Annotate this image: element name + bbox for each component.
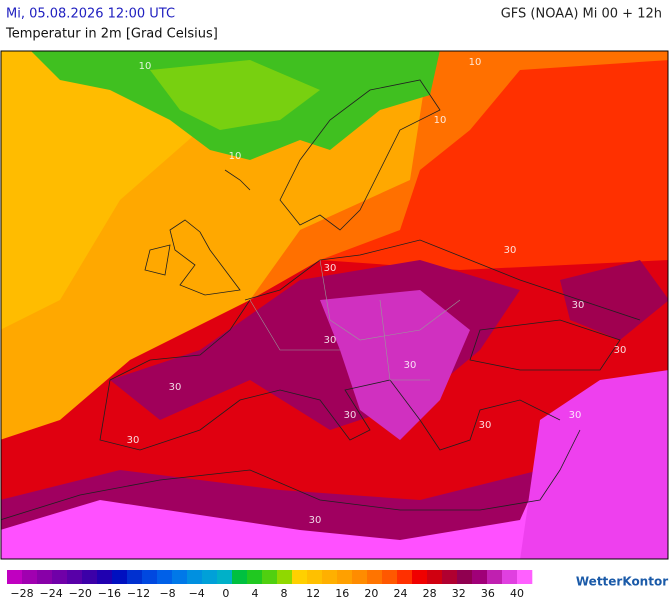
field-extreme-core xyxy=(320,290,470,440)
legend-label: −12 xyxy=(127,587,150,600)
coastlines xyxy=(1,79,641,521)
legend-swatch xyxy=(262,570,278,584)
borders xyxy=(249,259,461,381)
legend-swatch xyxy=(142,570,158,584)
legend-label: −20 xyxy=(69,587,92,600)
legend-swatch xyxy=(307,570,323,584)
contour-label: 30 xyxy=(324,263,337,274)
legend-swatch xyxy=(172,570,188,584)
legend-swatch xyxy=(202,570,218,584)
legend-label: 16 xyxy=(335,587,349,600)
legend-swatch xyxy=(37,570,53,584)
legend-swatch xyxy=(82,570,98,584)
contour-label: 30 xyxy=(344,410,357,421)
contour-label: 30 xyxy=(572,300,585,311)
legend-swatch xyxy=(292,570,308,584)
legend-swatch xyxy=(277,570,293,584)
datetime: Mi, 05.08.2026 12:00 UTC xyxy=(6,7,175,22)
legend-swatch xyxy=(442,570,458,584)
map-frame xyxy=(0,50,669,560)
legend-swatch xyxy=(502,570,518,584)
legend-label: 24 xyxy=(394,587,408,600)
contour-label: 10 xyxy=(139,61,152,72)
contour-label: 30 xyxy=(309,515,322,526)
contour-label: 30 xyxy=(569,410,582,421)
contour-label: 30 xyxy=(479,420,492,431)
legend-swatch xyxy=(517,570,533,584)
contour-label: 30 xyxy=(127,435,140,446)
contour-label: 30 xyxy=(404,360,417,371)
contour-label: 30 xyxy=(504,245,517,256)
legend-label: 36 xyxy=(481,587,495,600)
legend-label: 20 xyxy=(364,587,378,600)
legend-label: 0 xyxy=(222,587,229,600)
legend-swatch xyxy=(457,570,473,584)
legend-swatch xyxy=(97,570,113,584)
contour-label: 30 xyxy=(169,382,182,393)
legend-swatch xyxy=(487,570,503,584)
legend-label: 28 xyxy=(423,587,437,600)
map-title: Temperatur in 2m [Grad Celsius] xyxy=(5,27,218,42)
legend-label: −28 xyxy=(10,587,33,600)
legend-swatch xyxy=(52,570,68,584)
contour-label: 10 xyxy=(229,151,242,162)
legend-label: −4 xyxy=(189,587,205,600)
legend-swatch xyxy=(112,570,128,584)
legend-swatch xyxy=(382,570,398,584)
legend-label: 32 xyxy=(452,587,466,600)
legend-label: −24 xyxy=(40,587,63,600)
legend-swatch xyxy=(472,570,488,584)
temperature-field xyxy=(1,51,668,559)
logo: WetterKontor xyxy=(576,575,668,589)
model-run: GFS (NOAA) Mi 00 + 12h xyxy=(501,7,662,22)
legend-swatch xyxy=(337,570,353,584)
legend-swatch xyxy=(352,570,368,584)
contour-label: 10 xyxy=(434,115,447,126)
field-africa-max xyxy=(1,400,668,559)
legend-swatch xyxy=(67,570,83,584)
legend-swatch xyxy=(7,570,23,584)
legend-label: 40 xyxy=(510,587,524,600)
legend-swatch xyxy=(232,570,248,584)
legend-label: −8 xyxy=(159,587,175,600)
legend-swatch xyxy=(322,570,338,584)
field-cool-light xyxy=(150,60,320,130)
legend-swatch xyxy=(412,570,428,584)
field-mideast xyxy=(520,370,668,559)
contour-label: 10 xyxy=(469,57,482,68)
legend-swatch xyxy=(217,570,233,584)
legend-label: 4 xyxy=(251,587,258,600)
field-hot xyxy=(270,60,668,300)
legend-swatch xyxy=(157,570,173,584)
legend-swatch xyxy=(397,570,413,584)
legend-swatch xyxy=(247,570,263,584)
field-caspian xyxy=(560,260,668,340)
contour-label: 30 xyxy=(324,335,337,346)
legend-swatch xyxy=(127,570,143,584)
legend-swatch xyxy=(187,570,203,584)
legend-label: 12 xyxy=(306,587,320,600)
legend-label: −16 xyxy=(98,587,121,600)
contour-label: 30 xyxy=(614,345,627,356)
legend-swatch xyxy=(427,570,443,584)
legend-swatch xyxy=(22,570,38,584)
legend-swatch xyxy=(367,570,383,584)
legend-label: 8 xyxy=(281,587,288,600)
